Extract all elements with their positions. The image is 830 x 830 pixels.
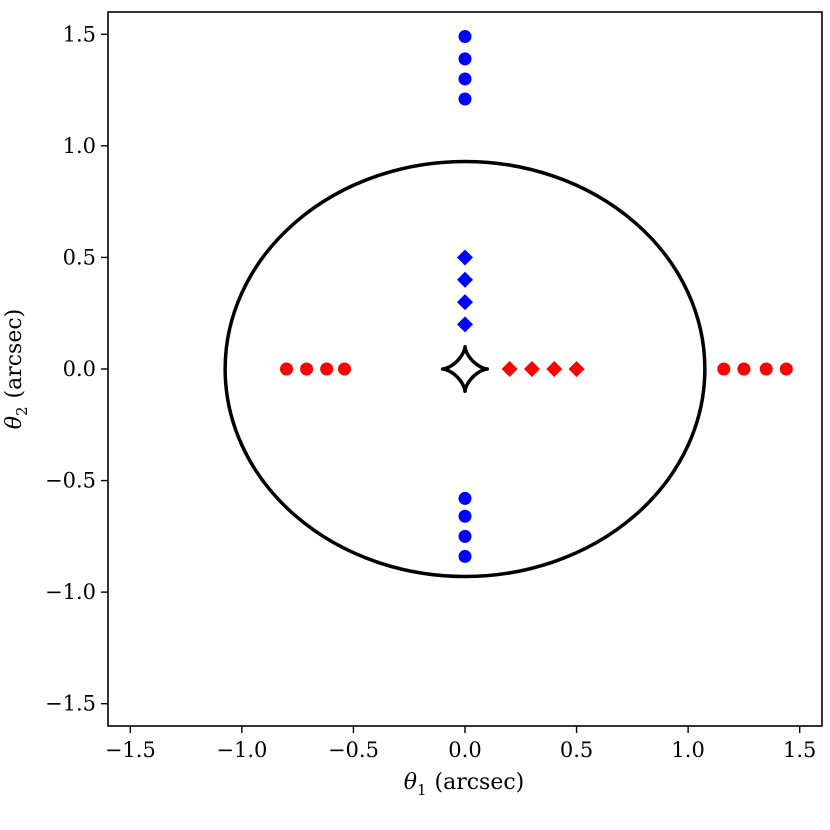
y-axis-label-symbol: θ	[2, 416, 27, 429]
x-tick-label: −0.5	[328, 738, 379, 762]
scatter-point-diamond	[457, 271, 473, 288]
scatter-point-circle	[458, 549, 472, 563]
plot-frame	[107, 11, 823, 727]
caustic-curve-astroid	[440, 344, 490, 394]
x-tick-label: −1.0	[216, 738, 267, 762]
scatter-point-circle	[458, 52, 472, 66]
scatter-point-circle	[759, 362, 773, 376]
scatter-point-circle	[280, 362, 293, 376]
y-tick-label: 1.5	[63, 22, 96, 46]
y-tick-label: 1.0	[63, 134, 96, 158]
scatter-point-diamond	[457, 316, 473, 333]
scatter-point-circle	[779, 362, 793, 376]
x-tick-label: 0.0	[448, 738, 481, 762]
y-tick-label: −0.5	[45, 469, 96, 493]
scatter-point-circle	[458, 509, 472, 523]
y-tick-label: 0.0	[63, 357, 96, 381]
x-axis-label-unit: (arcsec)	[435, 770, 525, 795]
scatter-point-circle	[458, 72, 472, 86]
y-tick-label: 0.5	[63, 245, 96, 269]
curves-layer	[223, 159, 707, 579]
scatter-point-circle	[717, 362, 731, 376]
scatter-point-diamond	[523, 361, 540, 377]
x-tick-label: 0.5	[560, 738, 593, 762]
scatter-point-diamond	[457, 249, 473, 266]
y-tick-label: −1.0	[45, 580, 96, 604]
scatter-point-circle	[320, 362, 334, 376]
x-axis-label-sub: 1	[417, 781, 427, 799]
scatter-point-circle	[458, 491, 472, 505]
scatter-point-diamond	[568, 361, 585, 377]
x-tick-label: 1.0	[671, 738, 704, 762]
y-axis-label-unit: (arcsec)	[2, 309, 27, 399]
scatter-point-circle	[458, 92, 472, 106]
x-tick-label: 1.5	[783, 738, 816, 762]
ticks-layer: −1.5 −1.0 −0.5 0.0 0.5 1.0 1.5 −1.5 −1.0 −0.5 0.0 0…	[45, 22, 816, 762]
y-axis-label-sub: 2	[13, 406, 31, 416]
scatter-point-circle	[458, 529, 472, 543]
x-axis-label-symbol: θ	[404, 770, 417, 795]
y-tick-label: −1.5	[45, 692, 96, 716]
scatter-point-circle	[338, 362, 352, 376]
critical-curve-ellipse	[223, 159, 707, 579]
scatter-point-diamond	[457, 294, 473, 311]
scatter-point-circle	[458, 30, 472, 44]
points-layer	[280, 30, 793, 563]
scatter-point-diamond	[501, 361, 518, 377]
scatter-point-circle	[300, 362, 314, 376]
scatter-point-diamond	[546, 361, 563, 377]
scatter-point-circle	[737, 362, 751, 376]
x-axis-label: θ1 (arcsec)	[404, 770, 525, 799]
y-axis-label: θ2 (arcsec)	[2, 309, 31, 430]
x-tick-label: −1.5	[105, 738, 156, 762]
